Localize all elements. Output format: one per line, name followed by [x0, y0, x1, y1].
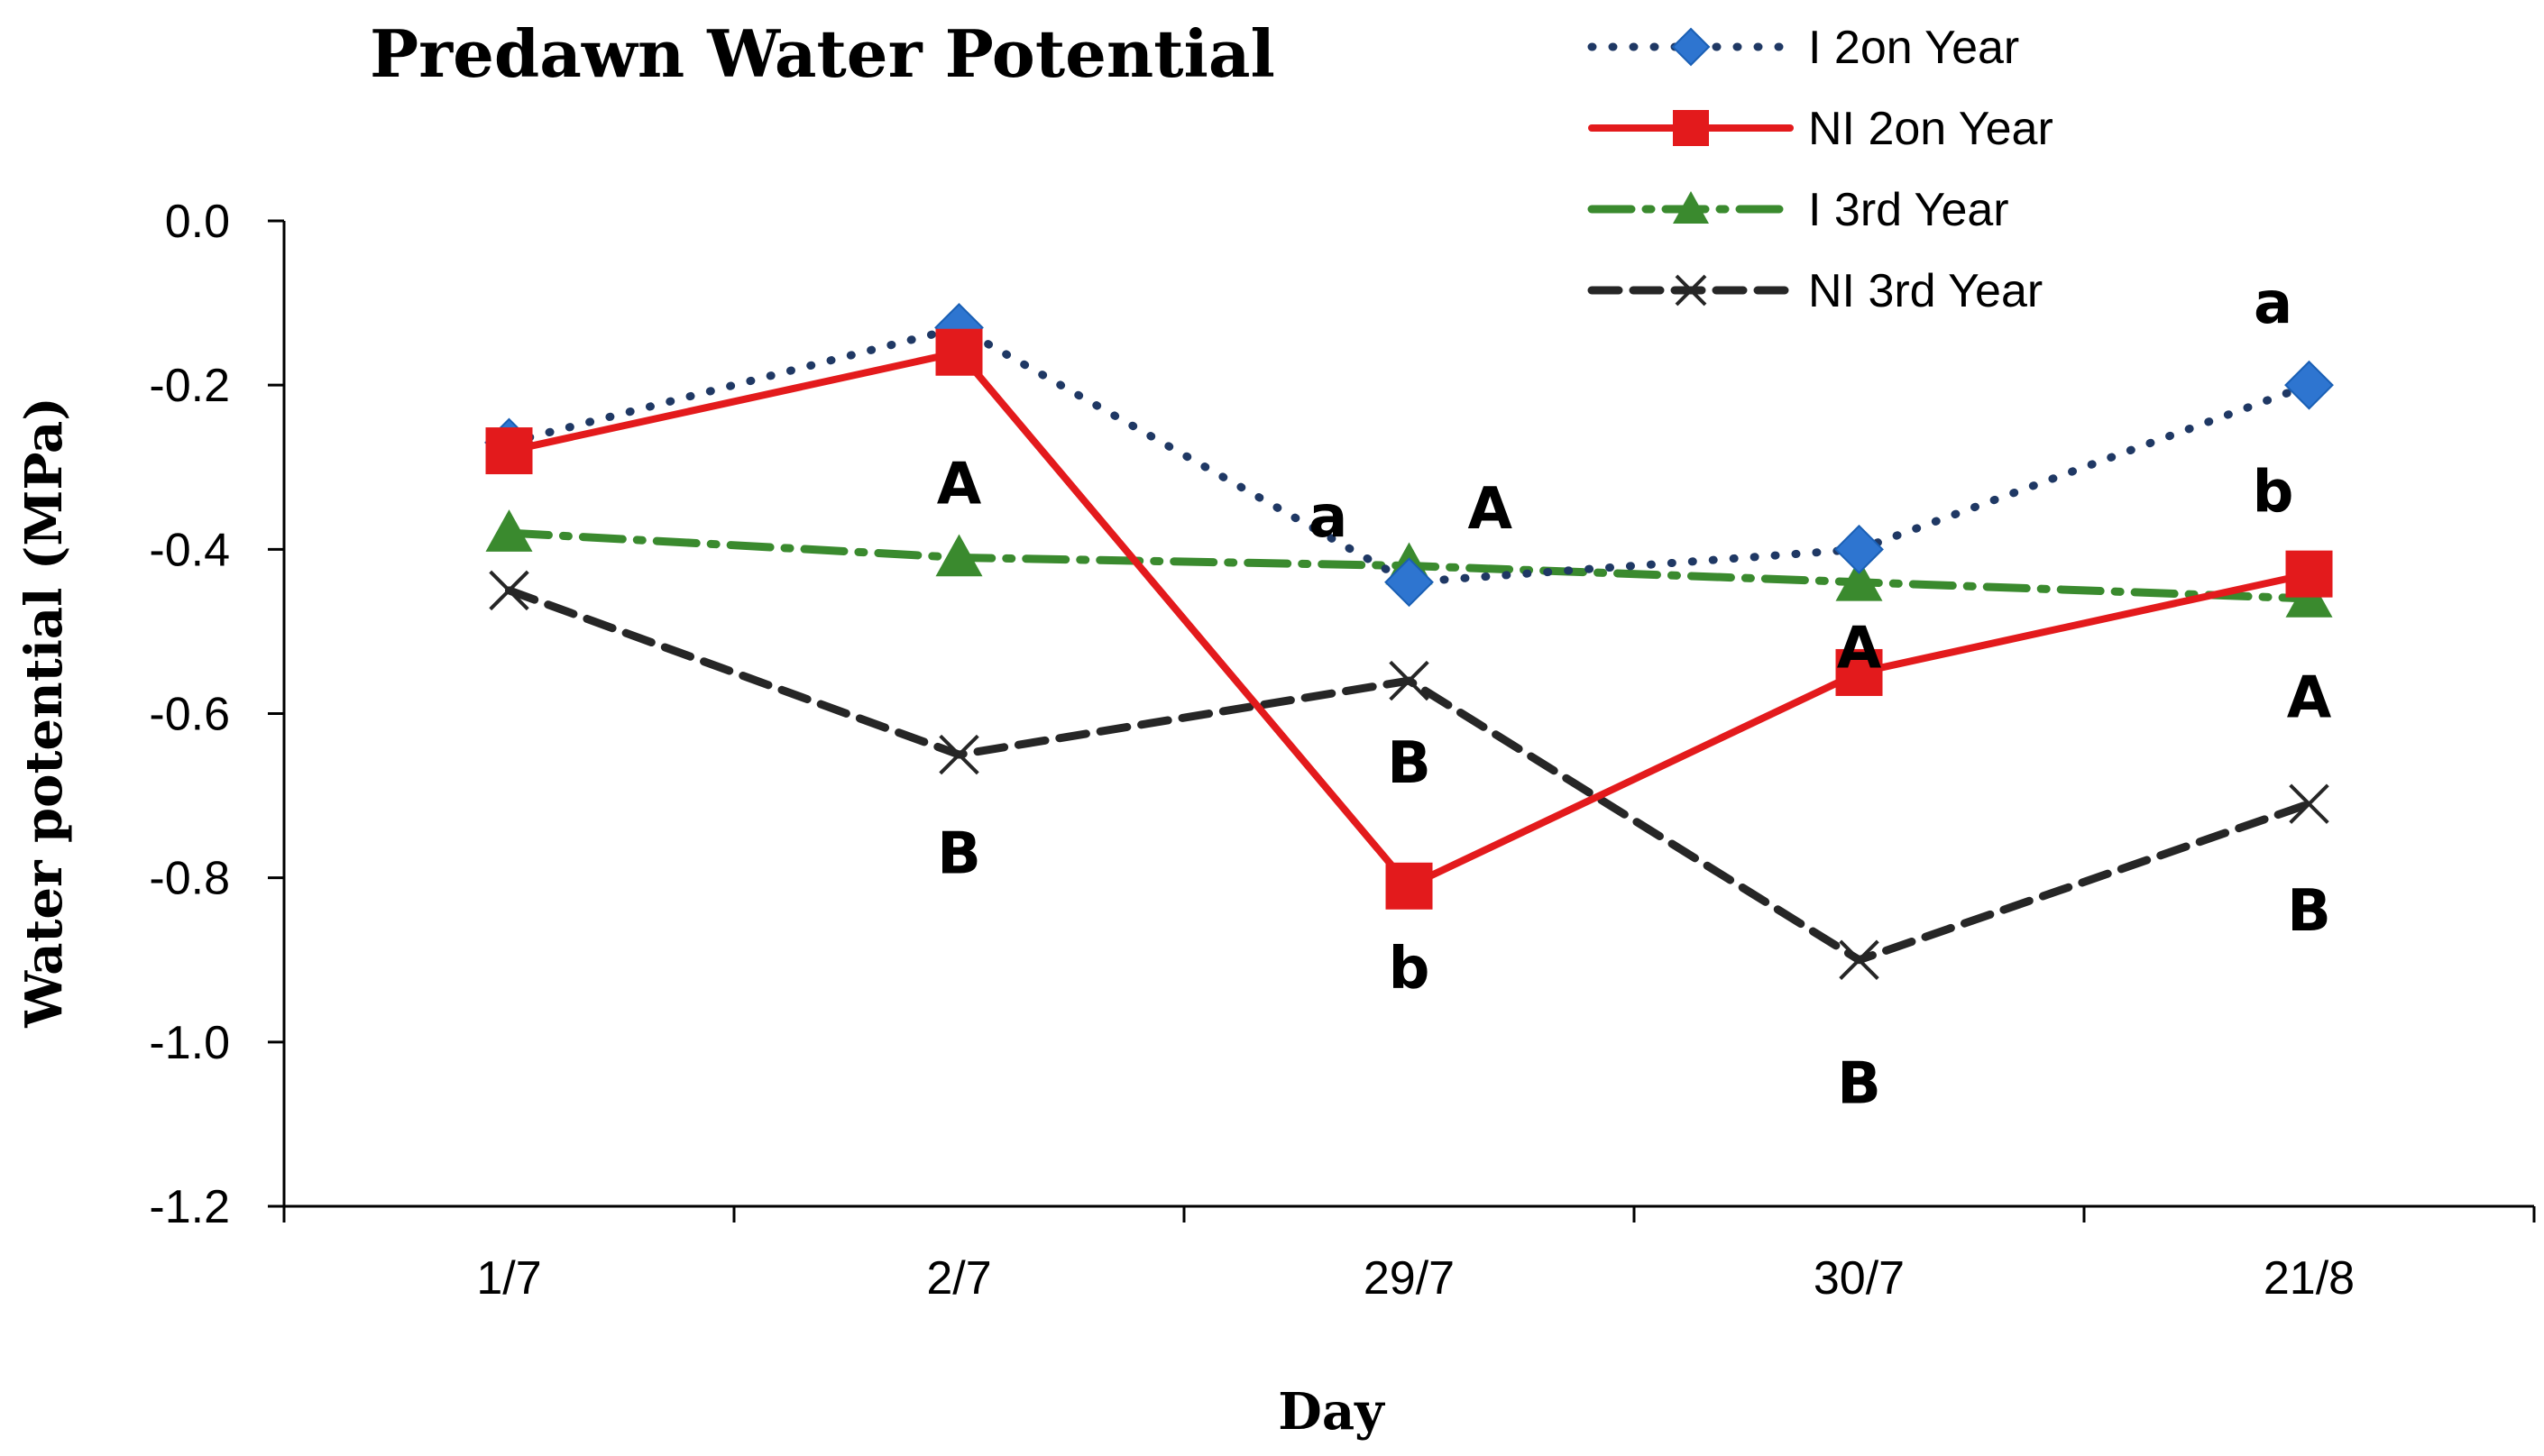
- annotation-letter: B: [937, 820, 981, 887]
- y-tick-label: 0.0: [165, 196, 230, 248]
- annotation-letter: A: [1468, 476, 1513, 543]
- series-3-point-4: [2291, 785, 2328, 823]
- x-ticks: 1/7 2/7 29/7 30/7 21/8: [284, 1206, 2534, 1305]
- annotation-letter: B: [2287, 878, 2331, 945]
- series-3-point-0: [491, 572, 528, 609]
- series-1-point-0: [486, 427, 533, 474]
- x-tick-label: 21/8: [2264, 1252, 2355, 1305]
- legend-marker-0: [1673, 29, 1709, 65]
- series-0-point-4: [2286, 362, 2333, 408]
- axes: [284, 221, 2534, 1206]
- significance-annotations: A Ba A Bb A Ba b A B: [937, 270, 2332, 1117]
- annotation-letter: A: [2287, 664, 2332, 731]
- legend-label-2: I 3rd Year: [1808, 184, 2009, 236]
- annotation-letter: b: [2253, 460, 2294, 527]
- x-tick-label: 29/7: [1364, 1252, 1455, 1305]
- series-1-point-1: [936, 329, 983, 376]
- x-tick-label: 1/7: [476, 1252, 541, 1305]
- water-potential-chart: Predawn Water Potential 0.0 -0.2 -0.4 -0.6 -…: [0, 0, 2544, 1456]
- chart-title: Predawn Water Potential: [370, 15, 1275, 92]
- legend-label-3: NI 3rd Year: [1808, 265, 2043, 317]
- annotation-letter: a: [2254, 270, 2292, 337]
- y-tick-label: -0.2: [149, 360, 230, 412]
- series-layer: [486, 304, 2333, 978]
- legend-label-0: I 2on Year: [1808, 22, 2019, 74]
- series-3-point-3: [1841, 941, 1878, 979]
- legend: I 2on Year NI 2on Year I 3rd Year NI 3rd Ye…: [1592, 22, 2053, 317]
- y-tick-label: -1.2: [149, 1181, 230, 1233]
- series-1-point-2: [1386, 863, 1433, 910]
- annotation-letter: a: [1309, 484, 1347, 551]
- annotation-letter: B: [1387, 730, 1431, 797]
- x-tick-label: 30/7: [1814, 1252, 1905, 1305]
- annotation-letter: b: [1389, 936, 1430, 1003]
- y-tick-label: -0.8: [149, 853, 230, 905]
- y-tick-label: -0.4: [149, 524, 230, 576]
- series-0-point-3: [1836, 526, 1883, 572]
- annotation-letter: A: [937, 451, 982, 517]
- annotation-letter: B: [1837, 1050, 1881, 1117]
- series-3-point-1: [941, 736, 978, 774]
- series-line-1: [510, 353, 2310, 886]
- annotation-letter: A: [1837, 616, 1882, 682]
- y-tick-label: -1.0: [149, 1017, 230, 1069]
- y-tick-label: -0.6: [149, 689, 230, 741]
- legend-label-1: NI 2on Year: [1808, 103, 2053, 155]
- x-axis-title: Day: [1278, 1382, 1385, 1442]
- x-tick-label: 2/7: [926, 1252, 991, 1305]
- y-ticks: 0.0 -0.2 -0.4 -0.6 -0.8 -1.0 -1.2: [149, 196, 284, 1233]
- legend-marker-1: [1673, 110, 1709, 146]
- series-1-point-4: [2286, 551, 2333, 598]
- y-axis-title: Water potential (MPa): [14, 397, 74, 1029]
